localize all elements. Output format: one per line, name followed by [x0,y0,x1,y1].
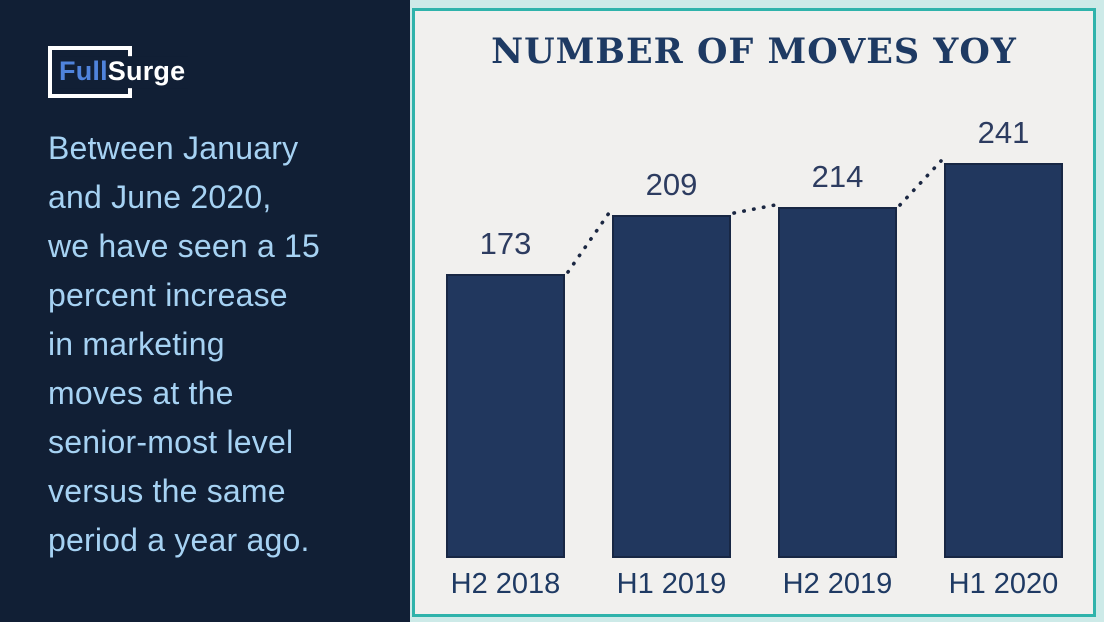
bar-value-label: 241 [977,115,1030,150]
bar-value-label: 214 [811,159,864,194]
bar-h2-2019 [778,207,897,558]
fullsurge-logo-text: FullSurge [58,56,189,88]
fullsurge-logo: FullSurge [48,46,189,98]
insight-paragraph: Between January and June 2020, we have s… [48,130,321,558]
logo-word-surge: Surge [107,56,186,87]
chart-section: NUMBER OF MOVES YOY 173 H2 2018 209 H1 2019… [410,0,1104,622]
bar-h2-2018 [446,274,565,558]
chart-title: NUMBER OF MOVES YOY [491,31,1017,72]
x-axis-label: H1 2020 [948,568,1059,600]
chart-panel: NUMBER OF MOVES YOY 173 H2 2018 209 H1 2019… [412,8,1096,617]
bar-h1-2020 [944,163,1063,558]
bar-value-label: 209 [645,167,698,202]
logo-word-full: Full [59,56,108,87]
x-axis-label: H2 2018 [450,568,561,600]
x-axis-label: H1 2019 [616,568,727,600]
bar-value-label: 173 [479,226,532,261]
bar-h1-2019 [612,215,731,558]
left-text-panel: FullSurge Between January and June 2020,… [0,0,410,622]
chart-plot: 173 H2 2018 209 H1 2019 214 H2 2019 241 H1 2020 [415,11,1093,614]
x-axis-label: H2 2019 [782,568,893,600]
